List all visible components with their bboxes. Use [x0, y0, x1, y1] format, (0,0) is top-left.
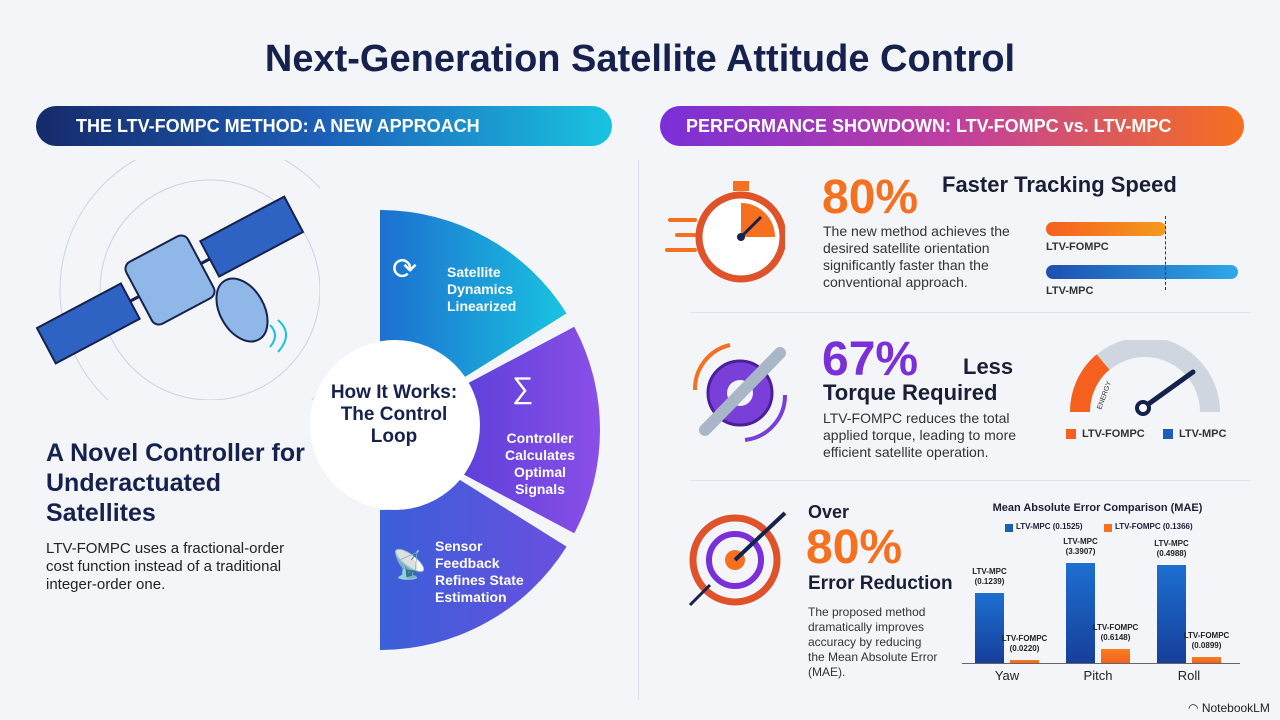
- target-icon: [688, 511, 787, 607]
- speed-heading: Faster Tracking Speed: [942, 172, 1177, 197]
- torque-heading-1: Less: [963, 354, 1014, 379]
- speed-stat: 80%: [822, 171, 919, 224]
- legend-swatch-mpc: [1163, 429, 1173, 439]
- satellite-dish-icon: 📡: [392, 549, 427, 580]
- notebooklm-icon: ◠: [1188, 701, 1202, 715]
- error-text: The proposed method dramatically improve…: [808, 605, 938, 679]
- bar-data-label: LTV-MPC (0.4988): [1154, 539, 1189, 558]
- stopwatch-icon: [665, 181, 785, 283]
- legend-label-fompc: LTV-FOMPC: [1082, 428, 1145, 440]
- bar-yaw-mpc: [975, 593, 1004, 663]
- energy-gauge: [1069, 340, 1220, 416]
- bar-data-label: LTV-FOMPC (0.0899): [1183, 631, 1230, 650]
- brand-name: NotebookLM: [1201, 701, 1270, 715]
- panel-divider: [638, 160, 639, 700]
- x-tick-label: Yaw: [994, 668, 1020, 683]
- speed-bar-label-fompc: LTV-FOMPC: [1046, 241, 1109, 253]
- brain-math-icon: ∑: [512, 372, 534, 405]
- x-tick-label: Roll: [1177, 668, 1201, 683]
- bar-roll-mpc: [1157, 565, 1186, 663]
- speed-bar-mpc: [1046, 265, 1238, 279]
- chart-legend-swatch-mpc: [1005, 524, 1013, 532]
- torque-text: LTV-FOMPC reduces the total applied torq…: [823, 410, 1017, 460]
- page-title: Next-Generation Satellite Attitude Contr…: [264, 38, 1016, 80]
- loop-segment-3: [380, 472, 567, 650]
- bar-data-label: LTV-MPC (3.3907): [1063, 537, 1098, 556]
- x-tick-label: Pitch: [1083, 668, 1113, 683]
- chart-baseline: [962, 663, 1240, 664]
- control-loop-diagram: [310, 210, 600, 650]
- bar-data-label: LTV-FOMPC (0.6148): [1092, 623, 1139, 642]
- speed-text: The new method achieves the desired sate…: [823, 223, 1010, 290]
- legend-swatch-fompc: [1066, 429, 1076, 439]
- speed-bar-fompc: [1046, 222, 1166, 236]
- chart-legend-swatch-fompc: [1104, 524, 1112, 532]
- loop-step-3: Sensor Feedback Refines State Estimation: [435, 538, 524, 605]
- performance-banner: PERFORMANCE SHOWDOWN: LTV-FOMPC vs. LTV-…: [660, 106, 1244, 146]
- loop-center-circle: [310, 340, 480, 510]
- chart-legend-mpc: LTV-MPC (0.1525): [1016, 522, 1083, 531]
- bar-pitch-mpc: [1066, 563, 1095, 663]
- bar-pitch-fompc: [1101, 649, 1130, 663]
- error-stat: 80%: [806, 521, 903, 574]
- loop-center-label: How It Works: The Control Loop: [330, 382, 458, 447]
- error-heading: Error Reduction: [808, 573, 953, 594]
- speed-reference-line: [1165, 216, 1166, 290]
- speed-bar-label-mpc: LTV-MPC: [1046, 285, 1094, 297]
- headline: A Novel Controller for Underactuated Sat…: [46, 439, 305, 527]
- loop-segment-1: [380, 210, 567, 388]
- torque-heading-2: Torque Required: [823, 380, 998, 405]
- legend-label-mpc: LTV-MPC: [1179, 428, 1227, 440]
- satellite-cycle-icon: ⟳: [392, 253, 418, 286]
- bar-data-label: LTV-MPC (0.1239): [972, 567, 1007, 586]
- bar-data-label: LTV-FOMPC (0.0220): [1001, 634, 1048, 653]
- error-prefix: Over: [808, 502, 850, 522]
- chart-title: Mean Absolute Error Comparison (MAE): [992, 502, 1203, 514]
- torque-stat: 67%: [822, 333, 919, 386]
- brand-logo: ◠ NotebookLM: [1188, 701, 1270, 715]
- section-divider: [690, 480, 1250, 481]
- loop-segment-2: [450, 326, 600, 534]
- gear-wrench-icon: [692, 343, 788, 442]
- method-banner: THE LTV-FOMPC METHOD: A NEW APPROACH: [36, 106, 612, 146]
- loop-step-2: Controller Calculates Optimal Signals: [504, 430, 576, 497]
- section-divider: [690, 312, 1250, 313]
- satellite-icon: [35, 160, 320, 400]
- chart-legend-fompc: LTV-FOMPC (0.1366): [1115, 522, 1193, 531]
- loop-step-1: Satellite Dynamics Linearized: [447, 264, 517, 314]
- headline-description: LTV-FOMPC uses a fractional-order cost f…: [46, 540, 285, 593]
